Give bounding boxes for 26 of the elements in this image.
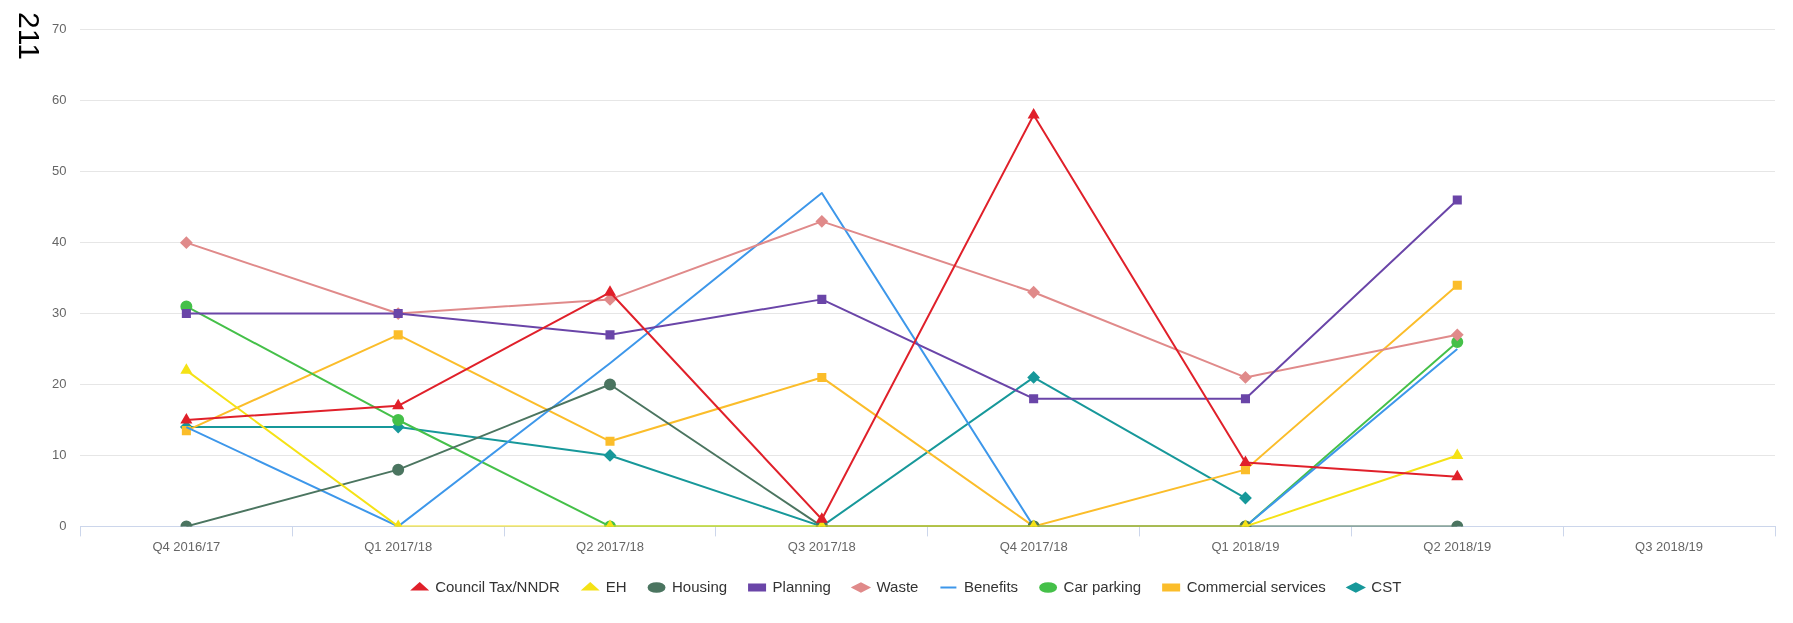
x-tick-label: Q3 2018/19 [1635,538,1704,554]
y-tick-label: 50 [51,163,67,179]
y-tick-label: 20 [51,376,67,392]
x-tick-label: Q3 2017/18 [787,538,856,554]
legend-label: CST [1371,577,1402,595]
legend-label: Benefits [963,577,1019,595]
y-tick-label: 0 [59,517,67,533]
y-tick-label: 40 [51,234,67,250]
x-tick-label: Q2 2018/19 [1423,538,1492,554]
y-tick-label: 70 [51,21,67,37]
legend-label: Planning [772,577,831,595]
y-tick-label: 30 [51,305,67,321]
legend-label: EH [605,577,627,595]
legend-label: Council Tax/NNDR [435,577,561,595]
x-tick-label: Q2 2017/18 [576,538,644,554]
text: 211 [12,12,46,60]
legend-label: Commercial services [1186,577,1326,595]
legend-label: Car parking [1063,577,1142,595]
y-tick-label: 10 [51,447,67,463]
legend-label: Housing [672,577,728,595]
legend-label: Waste [876,577,919,595]
y-tick-label: 60 [51,92,67,108]
x-tick-label: Q4 2017/18 [999,538,1068,554]
x-tick-label: Q1 2017/18 [364,538,433,554]
x-tick-label: Q4 2016/17 [152,538,221,554]
x-tick-label: Q1 2018/19 [1211,538,1280,554]
